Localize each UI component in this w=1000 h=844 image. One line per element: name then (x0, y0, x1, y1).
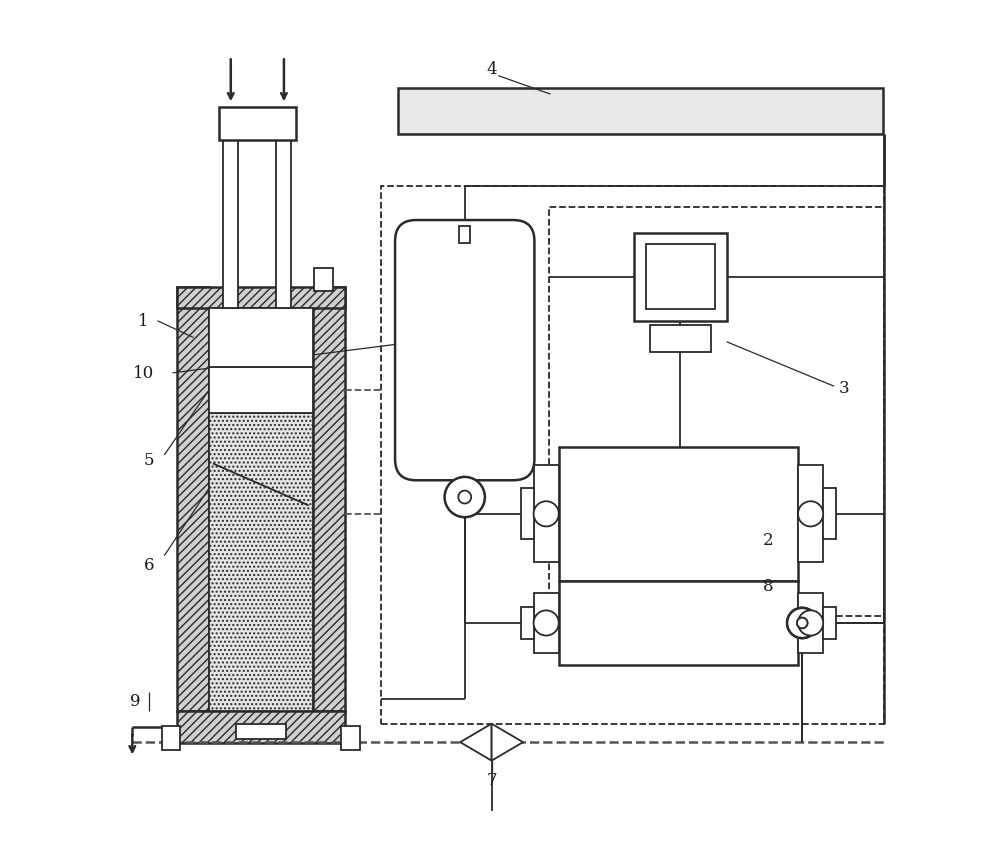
Circle shape (797, 618, 807, 629)
Circle shape (798, 501, 823, 527)
Bar (549, 208, 884, 616)
Text: 3: 3 (839, 380, 849, 397)
Circle shape (534, 501, 559, 527)
Circle shape (534, 611, 559, 636)
Bar (559, 582, 798, 665)
Circle shape (797, 618, 807, 629)
Bar (223, 111, 238, 309)
Bar (559, 447, 798, 582)
Bar (209, 414, 313, 711)
Bar (381, 187, 884, 724)
Text: 8: 8 (763, 577, 774, 594)
Circle shape (787, 609, 817, 638)
Polygon shape (460, 724, 492, 760)
Bar (209, 367, 313, 414)
Bar (276, 111, 291, 309)
Bar (177, 711, 345, 743)
Text: 5: 5 (144, 452, 154, 468)
Bar (236, 724, 286, 739)
Circle shape (798, 611, 823, 636)
Text: 6: 6 (144, 556, 154, 573)
Text: 10: 10 (133, 365, 154, 381)
Bar (646, 245, 715, 310)
Bar (459, 227, 470, 243)
Bar (341, 727, 360, 749)
FancyBboxPatch shape (395, 221, 534, 481)
Bar (398, 89, 883, 135)
Text: 4: 4 (486, 62, 497, 78)
Text: 1: 1 (138, 313, 149, 330)
Circle shape (458, 491, 471, 504)
Bar (534, 466, 559, 562)
Text: 9: 9 (130, 692, 140, 709)
Polygon shape (492, 724, 523, 760)
Bar (534, 593, 559, 653)
Bar (823, 608, 836, 639)
Bar (521, 489, 534, 539)
Bar (634, 233, 727, 322)
Text: 7: 7 (486, 771, 497, 788)
Bar (823, 489, 836, 539)
Bar (313, 288, 345, 711)
Bar (798, 593, 823, 653)
Bar (177, 288, 345, 309)
Bar (177, 288, 209, 711)
Bar (650, 326, 711, 353)
Circle shape (445, 478, 485, 517)
Bar (162, 727, 180, 749)
Text: 2: 2 (763, 531, 774, 548)
Bar (798, 466, 823, 562)
Bar (521, 608, 534, 639)
Bar (209, 309, 313, 367)
Circle shape (787, 609, 817, 638)
Bar (219, 107, 296, 141)
Bar (314, 268, 333, 292)
